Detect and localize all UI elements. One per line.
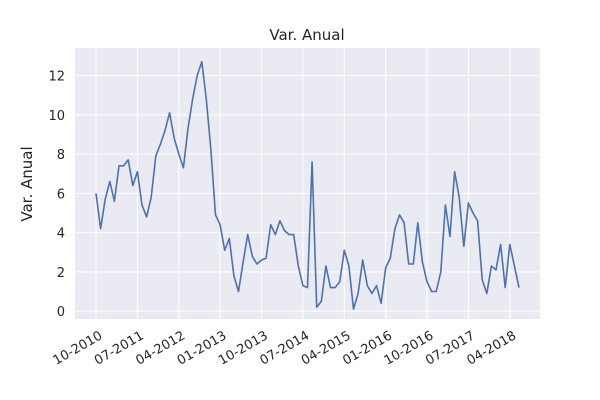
chart-title: Var. Anual [269, 26, 344, 44]
y-tick-labels: 0 2 4 6 8 10 12 [48, 69, 65, 320]
y-tick-label: 4 [57, 227, 65, 242]
y-tick-label: 2 [57, 266, 65, 281]
x-tick-labels: 10-201007-201104-201201-201310-201307-20… [51, 328, 519, 368]
y-axis-label: Var. Anual [18, 146, 36, 221]
series-line [95, 60, 520, 310]
y-tick-label: 12 [48, 69, 65, 84]
y-tick-label: 8 [57, 148, 65, 163]
y-tick-label: 6 [57, 187, 65, 202]
y-tick-label: 0 [57, 305, 65, 320]
y-tick-label: 10 [48, 109, 65, 124]
x-gridlines [95, 48, 511, 319]
